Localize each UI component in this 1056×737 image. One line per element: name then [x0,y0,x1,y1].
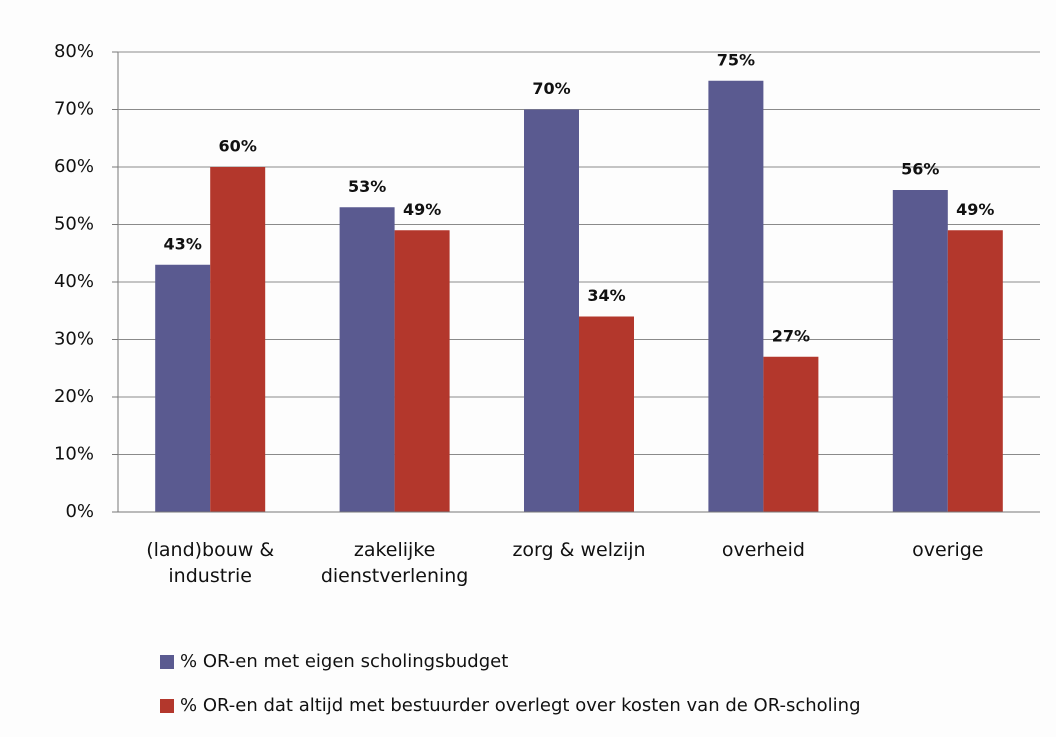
y-tick-label: 70% [54,99,94,120]
data-label: 43% [164,234,202,253]
bar [579,316,634,512]
y-tick-label: 30% [54,329,94,350]
data-label: 27% [772,326,810,345]
data-label: 34% [587,286,625,305]
x-tick-label: overheid [721,539,805,561]
x-tick-label: (land)bouw & industrie [146,539,275,587]
bar [708,80,764,512]
data-label: 49% [403,200,441,219]
bar [892,190,948,512]
y-tick-label: 80% [54,41,94,62]
bar [210,167,266,512]
data-label: 53% [348,177,386,196]
legend-label: % OR-en met eigen scholingsbudget [180,651,508,672]
legend-label: % OR-en dat altijd met bestuurder overle… [180,695,861,716]
bar [763,356,819,512]
y-tick-label: 60% [54,156,94,177]
bar [524,109,579,512]
bar [339,207,395,512]
x-tick-label: overige [912,539,984,561]
data-label: 70% [532,79,570,98]
y-tick-label: 40% [54,271,94,292]
data-label: 75% [717,50,755,69]
data-label: 56% [901,160,939,179]
bar [947,230,1003,512]
y-tick-label: 0% [65,501,94,522]
x-tick-label: zorg & welzijn [512,539,646,561]
bar [394,230,450,512]
x-tick-label: zakelijke dienstverlening [320,539,469,587]
legend-swatch [160,699,174,713]
y-tick-label: 20% [54,386,94,407]
y-tick-label: 10% [54,444,94,465]
bar [155,264,211,512]
data-label: 60% [219,137,257,156]
legend-swatch [160,655,174,669]
y-tick-label: 50% [54,214,94,235]
data-label: 49% [956,200,994,219]
